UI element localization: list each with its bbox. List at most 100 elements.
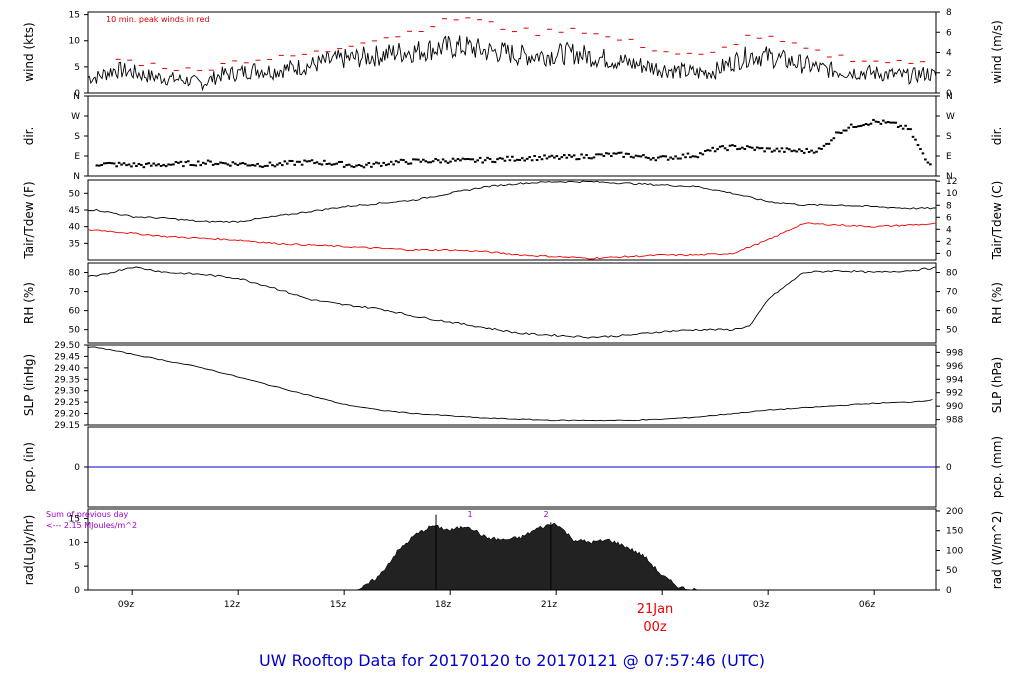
dir-point xyxy=(894,121,898,124)
dir-point xyxy=(174,160,178,163)
dir-point xyxy=(919,148,922,151)
dir-point xyxy=(394,160,398,163)
slp-tick-label-right: 996 xyxy=(946,362,963,372)
dir-point xyxy=(125,164,128,167)
dir-point xyxy=(538,155,541,158)
dir-point xyxy=(238,162,242,165)
dir-point xyxy=(679,157,682,160)
dir-point xyxy=(716,148,719,151)
dir-point xyxy=(417,158,420,161)
wind-peak-note: 10 min. peak winds in red xyxy=(106,15,210,24)
dir-point xyxy=(147,162,151,165)
dir-point xyxy=(184,161,188,164)
dir-point xyxy=(459,159,462,162)
dir-point xyxy=(654,159,658,162)
dir-point xyxy=(350,165,353,168)
dir-point xyxy=(431,160,435,163)
rh-tick-label-left: 50 xyxy=(69,326,81,336)
slp-tick-label-left: 29.40 xyxy=(54,364,80,374)
rh-tick-label-left: 70 xyxy=(69,288,81,298)
dir-point xyxy=(718,145,722,148)
temp-tick-label-right: 6 xyxy=(946,213,952,223)
dir-point xyxy=(852,126,855,129)
dir-point xyxy=(130,165,133,168)
dir-point xyxy=(681,153,685,156)
dir-point xyxy=(454,159,457,162)
dir-point xyxy=(167,163,170,166)
rh-tick-label-right: 80 xyxy=(946,269,958,279)
dir-point xyxy=(164,165,168,168)
dir-tick-label-left: N xyxy=(73,172,80,182)
dir-point xyxy=(483,159,487,162)
wind-tick-label-right: 4 xyxy=(946,49,952,59)
slp-tick-label-left: 29.50 xyxy=(54,341,80,351)
rad-tick-label-right: 100 xyxy=(946,546,963,556)
dir-point xyxy=(701,153,705,156)
dir-point xyxy=(676,157,680,160)
dir-point xyxy=(882,119,885,122)
dir-point xyxy=(755,146,759,149)
dir-point xyxy=(518,158,522,161)
dir-point xyxy=(602,154,606,157)
dir-point xyxy=(187,160,190,163)
dir-point xyxy=(827,142,831,145)
dir-point xyxy=(476,159,480,162)
dir-point xyxy=(204,162,207,165)
dir-point xyxy=(758,147,761,150)
dir-point xyxy=(102,162,106,165)
dir-tick-label-right: S xyxy=(946,132,952,142)
slp-tick-label-left: 29.15 xyxy=(54,421,80,431)
dir-point xyxy=(548,155,551,158)
slp-tick-label-right: 998 xyxy=(946,348,963,358)
dir-point xyxy=(439,161,442,164)
dir-point xyxy=(429,161,433,164)
slp-tick-label-right: 990 xyxy=(946,402,963,412)
dir-point xyxy=(234,162,237,165)
dir-point xyxy=(790,150,794,153)
dir-point xyxy=(713,150,717,153)
dir-point xyxy=(137,163,141,166)
rad-tick-label-left: 5 xyxy=(74,562,80,572)
dir-point xyxy=(508,159,512,162)
wind-tick-label-right: 8 xyxy=(946,8,952,18)
wind-tick-label-left: 10 xyxy=(69,37,81,47)
dir-point xyxy=(285,162,289,165)
dir-point xyxy=(347,163,351,166)
dir-point xyxy=(503,159,507,162)
dir-point xyxy=(409,162,413,165)
dir-point xyxy=(746,145,749,148)
dir-point xyxy=(516,158,519,161)
wind-tick-label-left: 0 xyxy=(74,89,80,99)
dir-point xyxy=(300,163,304,166)
dir-point xyxy=(748,146,752,149)
rad-tick-label-left: 15 xyxy=(69,515,80,525)
dir-point xyxy=(909,128,912,131)
dir-point xyxy=(726,149,729,152)
dir-point xyxy=(659,155,663,158)
rh-ylabel: RH (%) xyxy=(22,282,36,324)
dir-point xyxy=(597,153,601,156)
dir-point xyxy=(140,163,143,166)
dir-point xyxy=(196,160,200,163)
dir-point xyxy=(585,154,588,157)
dir-point xyxy=(402,159,405,162)
dir-point xyxy=(182,165,185,168)
dir-point xyxy=(253,164,257,167)
wind-tick-label-right: 6 xyxy=(946,28,952,38)
dir-point xyxy=(699,152,702,155)
rad-note-line1: Sum of previous day xyxy=(46,510,128,519)
dir-point xyxy=(214,162,217,165)
dir-point xyxy=(760,147,764,150)
dir-point xyxy=(889,121,893,124)
temp-ylabel: Tair/Tdew (F) xyxy=(22,181,36,259)
dir-point xyxy=(179,160,183,163)
x-tick-03z: 03z xyxy=(753,600,769,610)
dir-point xyxy=(896,126,900,129)
rad-tick-label-right: 0 xyxy=(946,586,952,596)
wind-tick-label-left: 15 xyxy=(69,11,80,21)
temp-tick-label-right: 0 xyxy=(946,249,952,259)
wind-tick-label-left: 5 xyxy=(74,63,80,73)
rh-tick-label-right: 70 xyxy=(946,288,958,298)
dir-point xyxy=(807,150,811,153)
